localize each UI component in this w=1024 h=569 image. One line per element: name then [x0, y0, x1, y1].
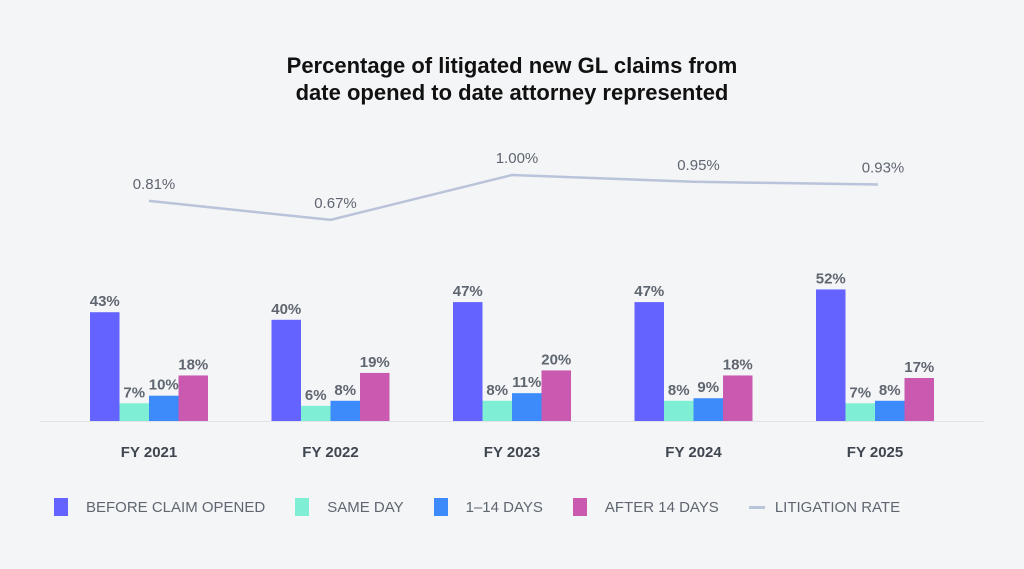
- bar-2-1: [330, 400, 360, 421]
- x-tick-label: FY 2024: [665, 444, 722, 461]
- legend-label: 1–14 DAYS: [465, 498, 543, 516]
- x-tick-label: FY 2023: [484, 444, 540, 461]
- bar-0-4: [816, 289, 846, 421]
- bar-3-1: [360, 372, 390, 421]
- bar-3-2: [541, 370, 571, 421]
- data-label: 8%: [668, 382, 690, 399]
- line-label: 0.67%: [314, 195, 357, 212]
- chart-title: Percentage of litigated new GL claims fr…: [286, 53, 738, 105]
- line-label: 0.81%: [133, 176, 176, 193]
- x-tick-label: FY 2021: [121, 444, 177, 461]
- data-label: 20%: [541, 351, 571, 368]
- bar-0-0: [90, 312, 120, 421]
- line-label: 1.00%: [496, 150, 539, 167]
- litigation-rate-line: [148, 173, 879, 222]
- bar-1-2: [482, 400, 512, 421]
- legend-item: LITIGATION RATE: [748, 498, 901, 516]
- bar-3-4: [904, 377, 934, 421]
- legend-item: AFTER 14 DAYS: [572, 498, 719, 516]
- bar-0-2: [453, 302, 483, 421]
- bar-2-0: [149, 395, 179, 421]
- legend-item: 1–14 DAYS: [433, 498, 543, 516]
- line-label: 0.93%: [862, 160, 905, 177]
- legend-item: SAME DAY: [295, 498, 404, 516]
- data-label: 40%: [271, 301, 301, 318]
- bar-0-1: [271, 319, 301, 421]
- data-label: 18%: [723, 356, 753, 373]
- data-label: 8%: [334, 382, 356, 399]
- legend-item: BEFORE CLAIM OPENED: [54, 498, 265, 516]
- data-label: 47%: [634, 283, 664, 300]
- bar-3-0: [178, 375, 208, 421]
- line-label: 0.95%: [677, 157, 720, 174]
- data-label: 47%: [453, 283, 483, 300]
- legend-swatch: [295, 498, 310, 516]
- data-label: 6%: [305, 387, 327, 404]
- data-label: 8%: [879, 382, 901, 399]
- legend-swatch: [54, 498, 68, 516]
- data-label: 7%: [849, 384, 871, 401]
- bar-2-4: [875, 400, 905, 421]
- x-tick-label: FY 2025: [847, 444, 903, 461]
- legend-swatch: [748, 505, 765, 509]
- bar-1-4: [845, 403, 875, 421]
- legend-swatch: [433, 498, 448, 516]
- legend-swatch: [572, 498, 587, 516]
- bar-2-3: [693, 398, 723, 421]
- data-label: 7%: [123, 384, 145, 401]
- legend-label: SAME DAY: [327, 498, 404, 516]
- legend-label: LITIGATION RATE: [774, 498, 901, 516]
- legend-label: AFTER 14 DAYS: [604, 498, 719, 516]
- data-label: 10%: [149, 377, 179, 394]
- bar-2-2: [512, 393, 542, 421]
- data-label: 43%: [90, 293, 120, 310]
- bar-1-0: [119, 403, 149, 421]
- data-label: 9%: [697, 379, 719, 396]
- bar-0-3: [634, 302, 664, 421]
- bar-3-3: [723, 375, 753, 421]
- legend: BEFORE CLAIM OPENED SAME DAY 1–14 DAYS AFTE…: [54, 498, 930, 516]
- bar-1-1: [301, 405, 331, 421]
- legend-label: BEFORE CLAIM OPENED: [86, 498, 266, 516]
- data-label: 8%: [486, 382, 508, 399]
- data-label: 11%: [512, 374, 541, 391]
- data-label: 17%: [904, 359, 934, 376]
- bar-1-3: [664, 400, 694, 421]
- x-tick-label: FY 2022: [302, 444, 358, 461]
- data-label: 19%: [360, 354, 390, 371]
- data-label: 18%: [178, 356, 208, 373]
- data-label: 52%: [816, 270, 846, 287]
